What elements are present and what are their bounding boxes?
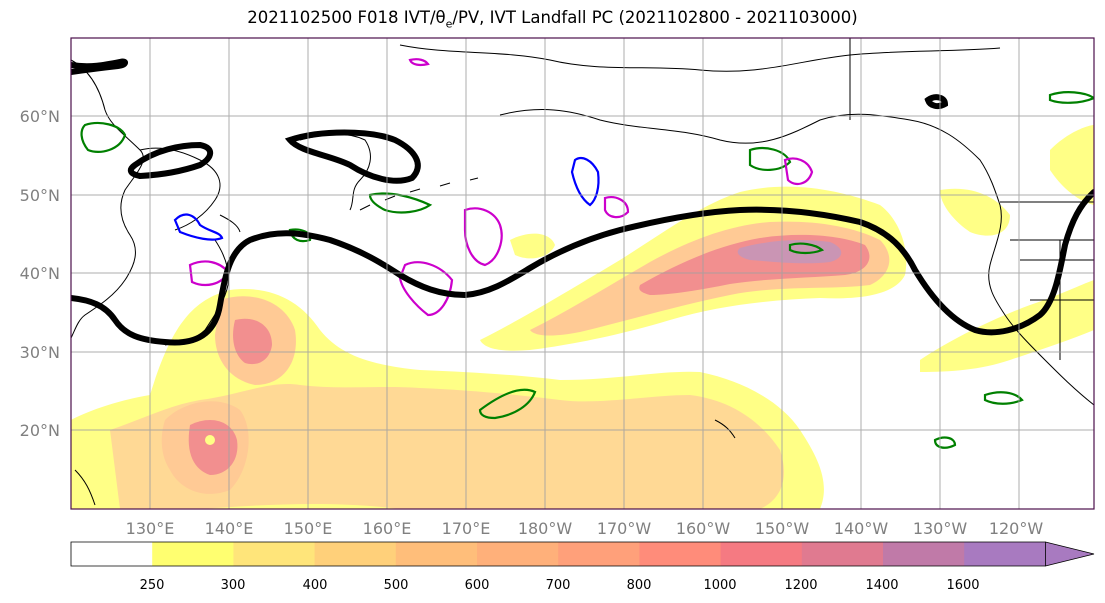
lat-label: 30°N [20,343,60,362]
ivt-region-alaska-east [1050,125,1094,205]
pc-contour-siberia [127,141,214,180]
colorbar-segment [152,542,234,566]
theta-e-contour [80,121,127,153]
colorbar-label: 250 [140,578,165,593]
colorbar-label: 800 [627,578,652,593]
pv-negative-contour [463,207,503,267]
pc-contours [71,58,1094,346]
colorbar-label: 700 [546,578,571,593]
colorbar-label: 400 [303,578,328,593]
lon-label: 160°E [363,519,412,538]
lon-label: 180°W [518,519,573,538]
colorbar-frame [70,541,1046,567]
colorbar [70,541,1095,567]
lon-label: 150°W [755,519,810,538]
colorbar-segment [477,542,559,566]
coast-aleutians [359,177,479,211]
colorbar-label: 1200 [784,578,817,593]
ivt-region-nw-america [940,188,1010,236]
theta-e-contour [933,436,957,449]
colorbar-label: 1000 [703,578,736,593]
lon-label: 170°W [597,519,652,538]
coast-alaska [499,109,1001,206]
pv-negative-contour [398,261,454,317]
lat-label: 50°N [20,186,60,205]
pv-positive-contour [173,213,224,241]
lon-label: 150°E [284,519,333,538]
lon-label: 160°W [676,519,731,538]
colorbar-extend-arrow [1045,541,1095,567]
colorbar-segment [233,542,316,566]
border-states [1010,239,1094,360]
colorbar-label: 1600 [946,578,979,593]
lon-label: 120°W [989,519,1044,538]
lon-label: 130°E [126,519,175,538]
pc-contour-okhotsk [284,129,421,184]
ivt-region-wpac-mid [110,383,784,509]
colorbar-labels: 250 300 400 500 600 700 800 1000 1200 14… [140,578,980,593]
pv-negative-contour [783,157,814,186]
latitude-labels: 60°N 50°N 40°N 30°N 20°N [20,107,60,440]
colorbar-segment [71,542,153,566]
colorbar-segment [314,542,397,566]
pc-contour-canada [924,94,949,110]
colorbar-label: 300 [221,578,246,593]
pc-contour-main [71,189,1094,346]
lon-label: 140°W [834,519,889,538]
theta-e-contour [983,391,1024,405]
pv-contours [173,58,814,317]
theta-e-contour [288,228,312,243]
pv-negative-contour [603,196,630,219]
lat-label: 40°N [20,264,60,283]
lat-label: 60°N [20,107,60,126]
theta-e-contour [748,146,792,171]
coast-nw-america [988,204,1094,406]
colorbar-segment [558,542,640,566]
colorbar-segment [720,542,803,566]
colorbar-segment [883,542,965,566]
coast-asia [71,59,144,339]
colorbar-label: 1400 [865,578,898,593]
map-area [71,38,1094,509]
colorbar-label: 500 [384,578,409,593]
map-frame [70,37,1095,510]
colorbar-segment [964,542,1046,566]
ivt-typhoon-2-core [188,420,238,475]
pv-negative-contour [408,58,430,67]
map-title: 2021102500 F018 IVT/θe/PV, IVT Landfall … [247,8,858,31]
coast-hawaii [714,419,736,439]
longitude-labels: 130°E 140°E 150°E 160°E 170°E 180°W 170°… [126,519,1044,538]
ivt-region-japan-sea [510,233,555,259]
ivt-typhoon-1-core [233,318,272,365]
lon-label: 130°W [913,519,968,538]
theta-e-contour [788,242,825,255]
lon-label: 170°E [442,519,491,538]
coast-alaska-north [399,44,1001,72]
lon-label: 140°E [205,519,254,538]
colorbar-label: 600 [465,578,490,593]
colorbar-segment [395,542,478,566]
theta-e-contour [478,388,537,420]
coast-hokkaido [219,214,241,233]
coast-philippines [74,469,96,506]
gridlines [71,38,1094,509]
lat-label: 20°N [20,421,60,440]
colorbar-segment [639,542,722,566]
pc-contour-arctic [71,58,128,75]
colorbar-segment [801,542,884,566]
